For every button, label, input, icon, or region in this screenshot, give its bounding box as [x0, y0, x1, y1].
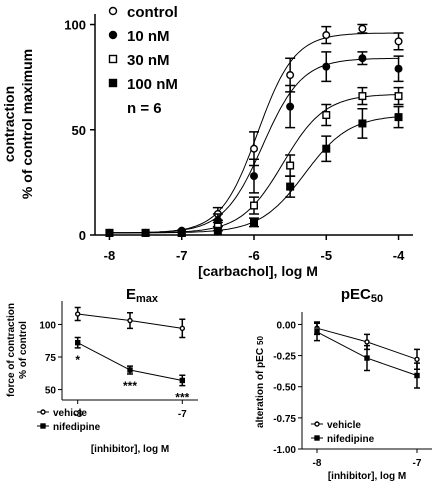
legend-label: nifedipine: [53, 422, 101, 433]
legend-marker: [108, 54, 118, 64]
data-point: [358, 92, 367, 101]
x-tick-label: -4: [393, 248, 405, 263]
data-point: [249, 172, 258, 181]
data-point: [177, 228, 186, 237]
y-tick-label: 50: [45, 386, 57, 397]
data-point: [358, 24, 367, 33]
y-tick-label: 100: [39, 320, 56, 331]
legend-label: 100 nM: [127, 76, 178, 93]
data-point: [414, 356, 420, 363]
data-point: [179, 377, 186, 384]
data-point: [364, 339, 370, 345]
panel-title: pEC50: [341, 286, 383, 305]
panel-title-main: E: [126, 286, 136, 303]
data-point: [249, 218, 258, 227]
main-chart: -8 -7 -6 -5 -4 0 50 100 [carbachol], log M contra…: [1, 4, 413, 279]
data-point: [286, 182, 295, 191]
y-tick-label: 0: [79, 228, 86, 243]
emax-chart: -8 -7 50 75 100 [inhibitor], log M Emax vehicle…: [6, 286, 198, 455]
data-point: [127, 367, 133, 373]
x-tick-label: -5: [320, 248, 332, 263]
legend-label: nifedipine: [327, 434, 375, 445]
x-axis-label: [inhibitor], log M: [91, 444, 169, 455]
data-point: [105, 228, 114, 237]
data-point: [364, 355, 370, 361]
x-tick-label: -6: [248, 248, 260, 263]
legend-label: control: [127, 4, 178, 21]
data-point: [322, 144, 331, 153]
data-point: [358, 119, 367, 128]
y-axis-label: force of contraction% of control: [6, 303, 29, 397]
x-axis-label: [carbachol], log M: [198, 263, 318, 279]
data-point: [141, 228, 150, 237]
y-tick-label: -0.25: [273, 352, 296, 363]
y-axis-label: contraction% of control maximum: [1, 49, 35, 199]
legend-marker: [314, 435, 320, 441]
data-point: [394, 92, 403, 101]
x-axis-label: [inhibitor], log M: [328, 471, 406, 482]
pec50-chart: -8 -7 0.00 -0.25 -0.50 -0.75 -1.00 [inhibitor],…: [255, 286, 432, 482]
x-tick-label: -8: [73, 409, 82, 420]
y-tick-label: -0.75: [273, 414, 296, 425]
data-point: [179, 325, 186, 332]
significance-annotation: ***: [175, 391, 189, 405]
y-tick-label: 50: [72, 123, 86, 138]
data-point: [213, 226, 222, 235]
legend-marker: [108, 78, 118, 88]
legend-marker: [314, 421, 320, 427]
data-point: [394, 37, 403, 46]
y-axis-label-line: % of control: [18, 321, 29, 379]
legend-label: vehicle: [53, 408, 87, 419]
legend-marker: [40, 423, 46, 429]
data-point: [394, 113, 403, 122]
y-axis-label-line: force of contraction: [6, 303, 17, 397]
x-tick-label: -7: [413, 458, 422, 469]
data-point: [127, 317, 133, 324]
data-point: [249, 201, 258, 210]
data-point: [74, 311, 81, 317]
x-tick-label: -7: [178, 409, 187, 420]
legend-marker: [108, 30, 118, 40]
legend-label: 30 nM: [127, 52, 170, 69]
legend-label: 10 nM: [127, 28, 170, 45]
significance-annotation: *: [75, 353, 80, 367]
legend-marker: [108, 6, 118, 16]
y-axis-label: alteration of pEC 50: [255, 335, 266, 427]
significance-annotation: ***: [123, 379, 137, 393]
panel-title-subscript: max: [136, 293, 159, 305]
data-point: [286, 71, 295, 80]
x-tick-label: -8: [104, 248, 116, 263]
data-point: [74, 339, 81, 346]
data-point: [249, 144, 258, 153]
panel-title: Emax: [126, 286, 159, 305]
data-point: [286, 102, 295, 111]
data-point: [414, 372, 420, 379]
y-axis-label-line: contraction: [1, 86, 17, 162]
legend-label: vehicle: [327, 420, 361, 431]
legend-note: n = 6: [127, 100, 162, 117]
data-point: [322, 111, 331, 120]
data-point: [394, 64, 403, 73]
y-tick-label: 0.00: [277, 320, 297, 331]
y-tick-label: 100: [64, 18, 86, 33]
legend-marker: [40, 409, 46, 415]
x-tick-label: -7: [176, 248, 188, 263]
series-line: [77, 342, 183, 381]
y-axis-label-line: % of control maximum: [19, 49, 35, 199]
data-point: [322, 31, 331, 40]
y-tick-label: 75: [45, 353, 57, 364]
panel-title-main: pEC: [341, 286, 371, 303]
panel-title-subscript: 50: [371, 293, 383, 305]
y-tick-label: -1.00: [273, 445, 296, 456]
y-axis-label-subscript: 50: [256, 335, 265, 344]
data-point: [358, 54, 367, 63]
data-point: [314, 329, 320, 335]
data-point: [322, 62, 331, 71]
y-tick-label: -0.50: [273, 383, 296, 394]
data-point: [286, 161, 295, 170]
y-axis-label-main: alteration of pEC: [255, 348, 266, 428]
x-tick-label: -8: [313, 458, 322, 469]
